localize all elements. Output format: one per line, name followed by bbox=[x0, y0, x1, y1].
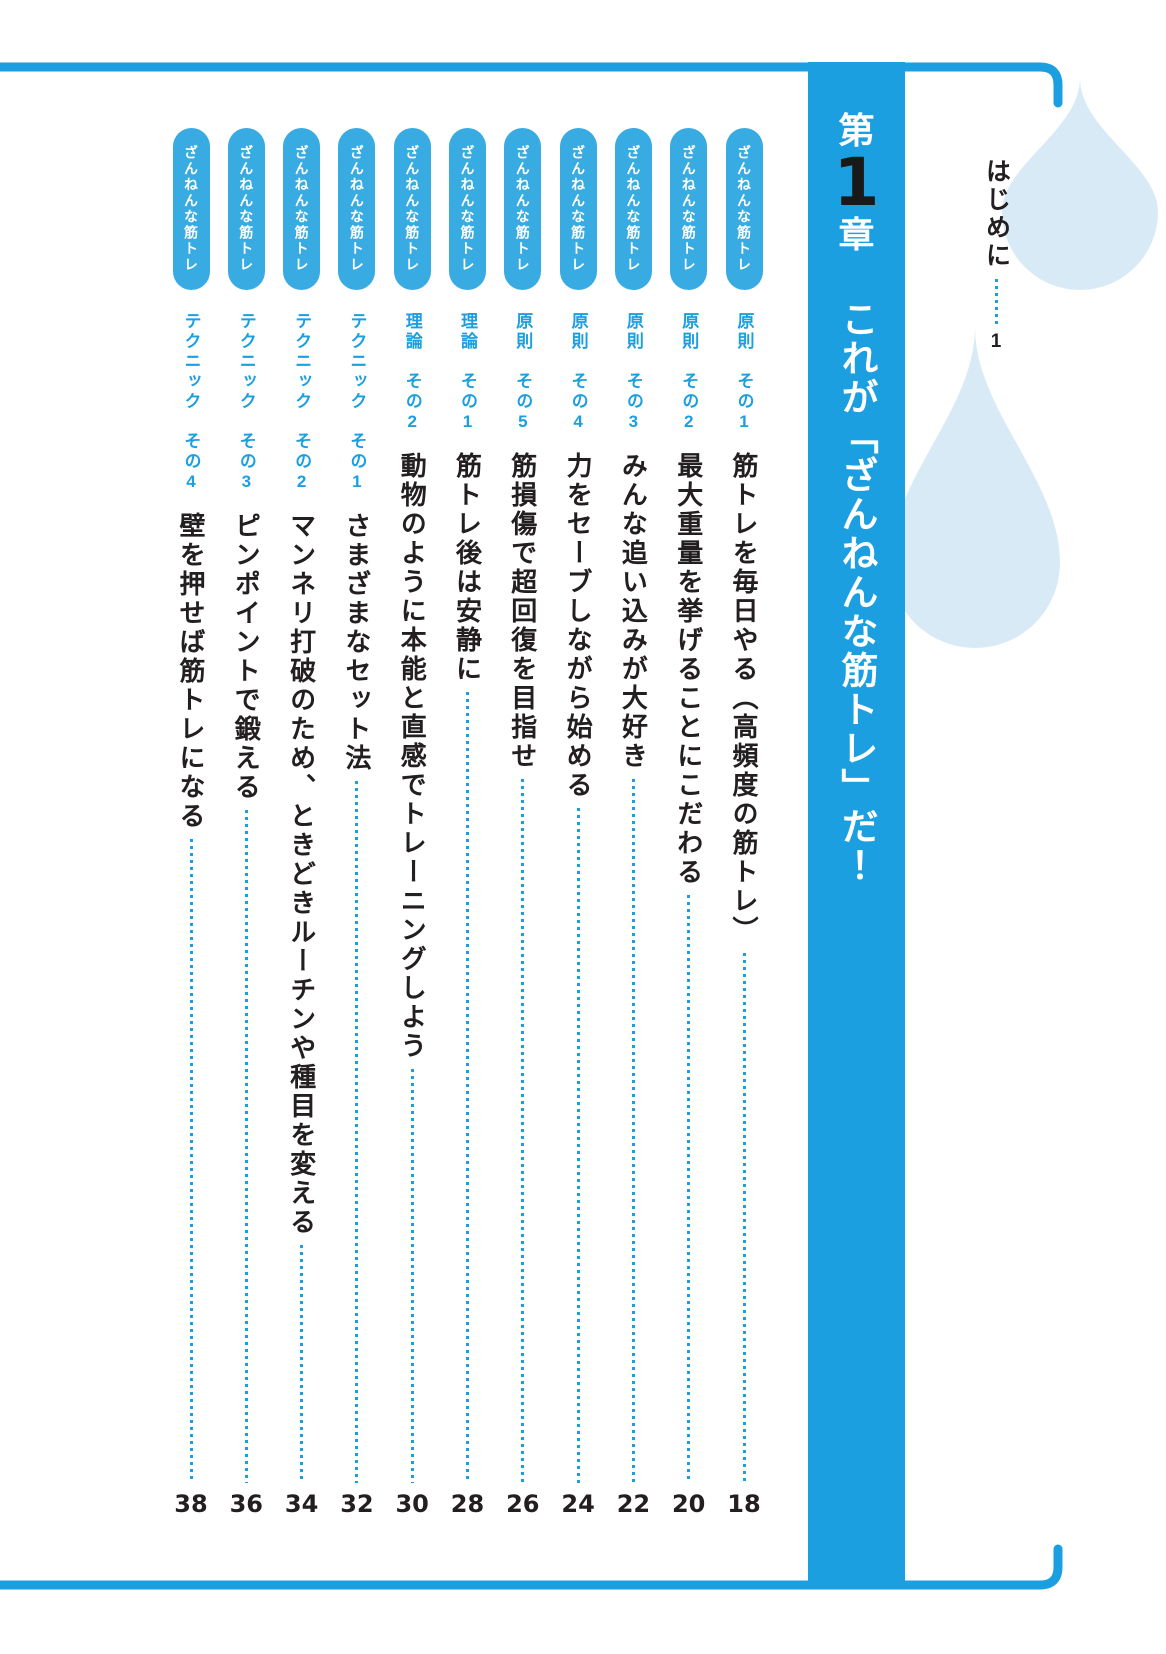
series-badge: ざんねんな筋トレ bbox=[614, 128, 652, 290]
toc-entry: ざんねんな筋トレ 原則 その3 みんな追い込みが大好き 22 bbox=[605, 128, 661, 1518]
series-badge: ざんねんな筋トレ bbox=[283, 128, 321, 290]
entry-page-number: 20 bbox=[671, 1490, 706, 1518]
series-badge-label: ざんねんな筋トレ bbox=[625, 145, 642, 273]
entry-category-label: 原則 その1 bbox=[734, 312, 754, 434]
entry-title: 筋損傷で超回復を目指せ bbox=[507, 452, 538, 771]
series-badge-label: ざんねんな筋トレ bbox=[238, 145, 255, 273]
water-drop-bottom-icon bbox=[890, 327, 1060, 648]
series-badge-label: ざんねんな筋トレ bbox=[404, 145, 421, 273]
frame-line-bottom bbox=[0, 1544, 1063, 1590]
series-badge-label: ざんねんな筋トレ bbox=[183, 145, 199, 273]
series-badge-label: ざんねんな筋トレ bbox=[514, 145, 531, 273]
entry-category-label: テクニック その2 bbox=[292, 312, 312, 494]
chapter-prefix: 第 bbox=[838, 110, 875, 151]
entry-page-number: 26 bbox=[506, 1490, 540, 1518]
series-badge: ざんねんな筋トレ bbox=[172, 128, 210, 290]
entry-page-number: 34 bbox=[284, 1490, 319, 1518]
dotted-leader bbox=[410, 1069, 414, 1483]
series-badge: ざんねんな筋トレ bbox=[393, 128, 431, 290]
entry-category-label: 原則 その3 bbox=[623, 312, 643, 434]
series-badge: ざんねんな筋トレ bbox=[559, 128, 597, 290]
series-badge-label: ざんねんな筋トレ bbox=[680, 145, 697, 273]
series-badge: ざんねんな筋トレ bbox=[504, 128, 542, 290]
entry-category-label: 原則 その5 bbox=[513, 312, 533, 434]
series-badge: ざんねんな筋トレ bbox=[338, 128, 376, 290]
entry-page-number: 32 bbox=[340, 1490, 374, 1518]
series-badge: ざんねんな筋トレ bbox=[670, 128, 708, 290]
toc-entry: ざんねんな筋トレ テクニック その3 ピンポイントで鍛える 36 bbox=[218, 128, 274, 1518]
dotted-leader bbox=[466, 692, 469, 1483]
dotted-leader bbox=[576, 808, 580, 1483]
entry-title: ピンポイントで鍛える bbox=[231, 512, 262, 802]
toc-entry: ざんねんな筋トレ 理論 その2 動物のように本能と直感でトレーニングしよう 30 bbox=[384, 128, 440, 1518]
entry-page-number: 28 bbox=[450, 1490, 485, 1518]
dotted-leader bbox=[687, 895, 691, 1483]
series-badge-label: ざんねんな筋トレ bbox=[348, 145, 365, 273]
entry-category-label: 理論 その2 bbox=[402, 312, 422, 434]
entry-title: 筋トレ後は安静に bbox=[452, 452, 483, 684]
entry-category-label: テクニック その4 bbox=[181, 312, 201, 494]
series-badge-label: ざんねんな筋トレ bbox=[736, 145, 752, 273]
intro-entry: はじめに 1 bbox=[972, 158, 1020, 353]
toc-entry: ざんねんな筋トレ 原則 その2 最大重量を挙げることにこだわる 20 bbox=[661, 128, 717, 1518]
entry-page-number: 18 bbox=[727, 1490, 761, 1518]
dotted-leader bbox=[994, 279, 998, 325]
entry-page-number: 22 bbox=[616, 1490, 651, 1518]
dotted-leader bbox=[244, 810, 248, 1483]
chapter-band: 第 1 章 これが「ざんねんな筋トレ」だ！ bbox=[808, 62, 905, 1589]
toc-entry: ざんねんな筋トレ テクニック その2 マンネリ打破のため、ときどきルーチンや種目… bbox=[274, 128, 330, 1518]
dotted-leader bbox=[521, 779, 525, 1483]
dotted-leader bbox=[189, 839, 193, 1483]
series-badge-label: ざんねんな筋トレ bbox=[570, 145, 587, 273]
chapter-title: これが「ざんねんな筋トレ」だ！ bbox=[836, 299, 877, 885]
series-badge-label: ざんねんな筋トレ bbox=[459, 145, 476, 273]
series-badge: ざんねんな筋トレ bbox=[227, 128, 265, 290]
intro-page-number: 1 bbox=[990, 331, 1002, 352]
entry-page-number: 30 bbox=[395, 1490, 429, 1518]
entry-page-number: 36 bbox=[229, 1490, 263, 1518]
entry-category-label: テクニック その3 bbox=[236, 312, 256, 494]
dotted-leader bbox=[300, 1245, 304, 1483]
intro-label: はじめに bbox=[982, 158, 1011, 270]
chapter-number: 1 bbox=[833, 143, 880, 221]
series-badge: ざんねんな筋トレ bbox=[725, 128, 763, 290]
toc-entry: ざんねんな筋トレ 理論 その1 筋トレ後は安静に 28 bbox=[440, 128, 496, 1518]
entry-title: みんな追い込みが大好き bbox=[618, 452, 649, 771]
entry-category-label: 理論 その1 bbox=[458, 312, 477, 434]
water-drop-top-icon bbox=[1002, 78, 1158, 290]
series-badge-label: ざんねんな筋トレ bbox=[293, 145, 310, 273]
entry-title: さまざまなセット法 bbox=[341, 512, 372, 773]
toc-entry: ざんねんな筋トレ テクニック その1 さまざまなセット法 32 bbox=[329, 128, 385, 1518]
toc-entry: ざんねんな筋トレ 原則 その1 筋トレを毎日やる（高頻度の筋トレ） 18 bbox=[716, 128, 772, 1518]
entry-title: 筋トレを毎日やる（高頻度の筋トレ） bbox=[729, 452, 759, 945]
toc-entry: ざんねんな筋トレ テクニック その4 壁を押せば筋トレになる 38 bbox=[163, 128, 219, 1518]
dotted-leader bbox=[631, 779, 635, 1483]
frame-line-top bbox=[0, 62, 1063, 108]
entry-title: マンネリ打破のため、ときどきルーチンや種目を変える bbox=[286, 512, 317, 1237]
entry-title: 壁を押せば筋トレになる bbox=[176, 512, 206, 831]
entry-category-label: 原則 その2 bbox=[679, 312, 699, 434]
dotted-leader bbox=[355, 781, 359, 1483]
series-badge: ざんねんな筋トレ bbox=[449, 128, 486, 290]
toc-entry: ざんねんな筋トレ 原則 その5 筋損傷で超回復を目指せ 26 bbox=[495, 128, 551, 1518]
chapter-suffix: 章 bbox=[838, 213, 875, 255]
entry-page-number: 24 bbox=[561, 1490, 595, 1518]
entry-category-label: 原則 その4 bbox=[568, 312, 588, 434]
dotted-leader bbox=[742, 953, 746, 1483]
entry-page-number: 38 bbox=[174, 1490, 208, 1518]
entry-title: 最大重量を挙げることにこだわる bbox=[673, 452, 704, 887]
entry-title: 力をセーブしながら始める bbox=[563, 452, 594, 800]
entry-title: 動物のように本能と直感でトレーニングしよう bbox=[397, 452, 428, 1061]
entry-category-label: テクニック その1 bbox=[347, 312, 367, 494]
toc-entry: ざんねんな筋トレ 原則 その4 力をセーブしながら始める 24 bbox=[550, 128, 606, 1518]
